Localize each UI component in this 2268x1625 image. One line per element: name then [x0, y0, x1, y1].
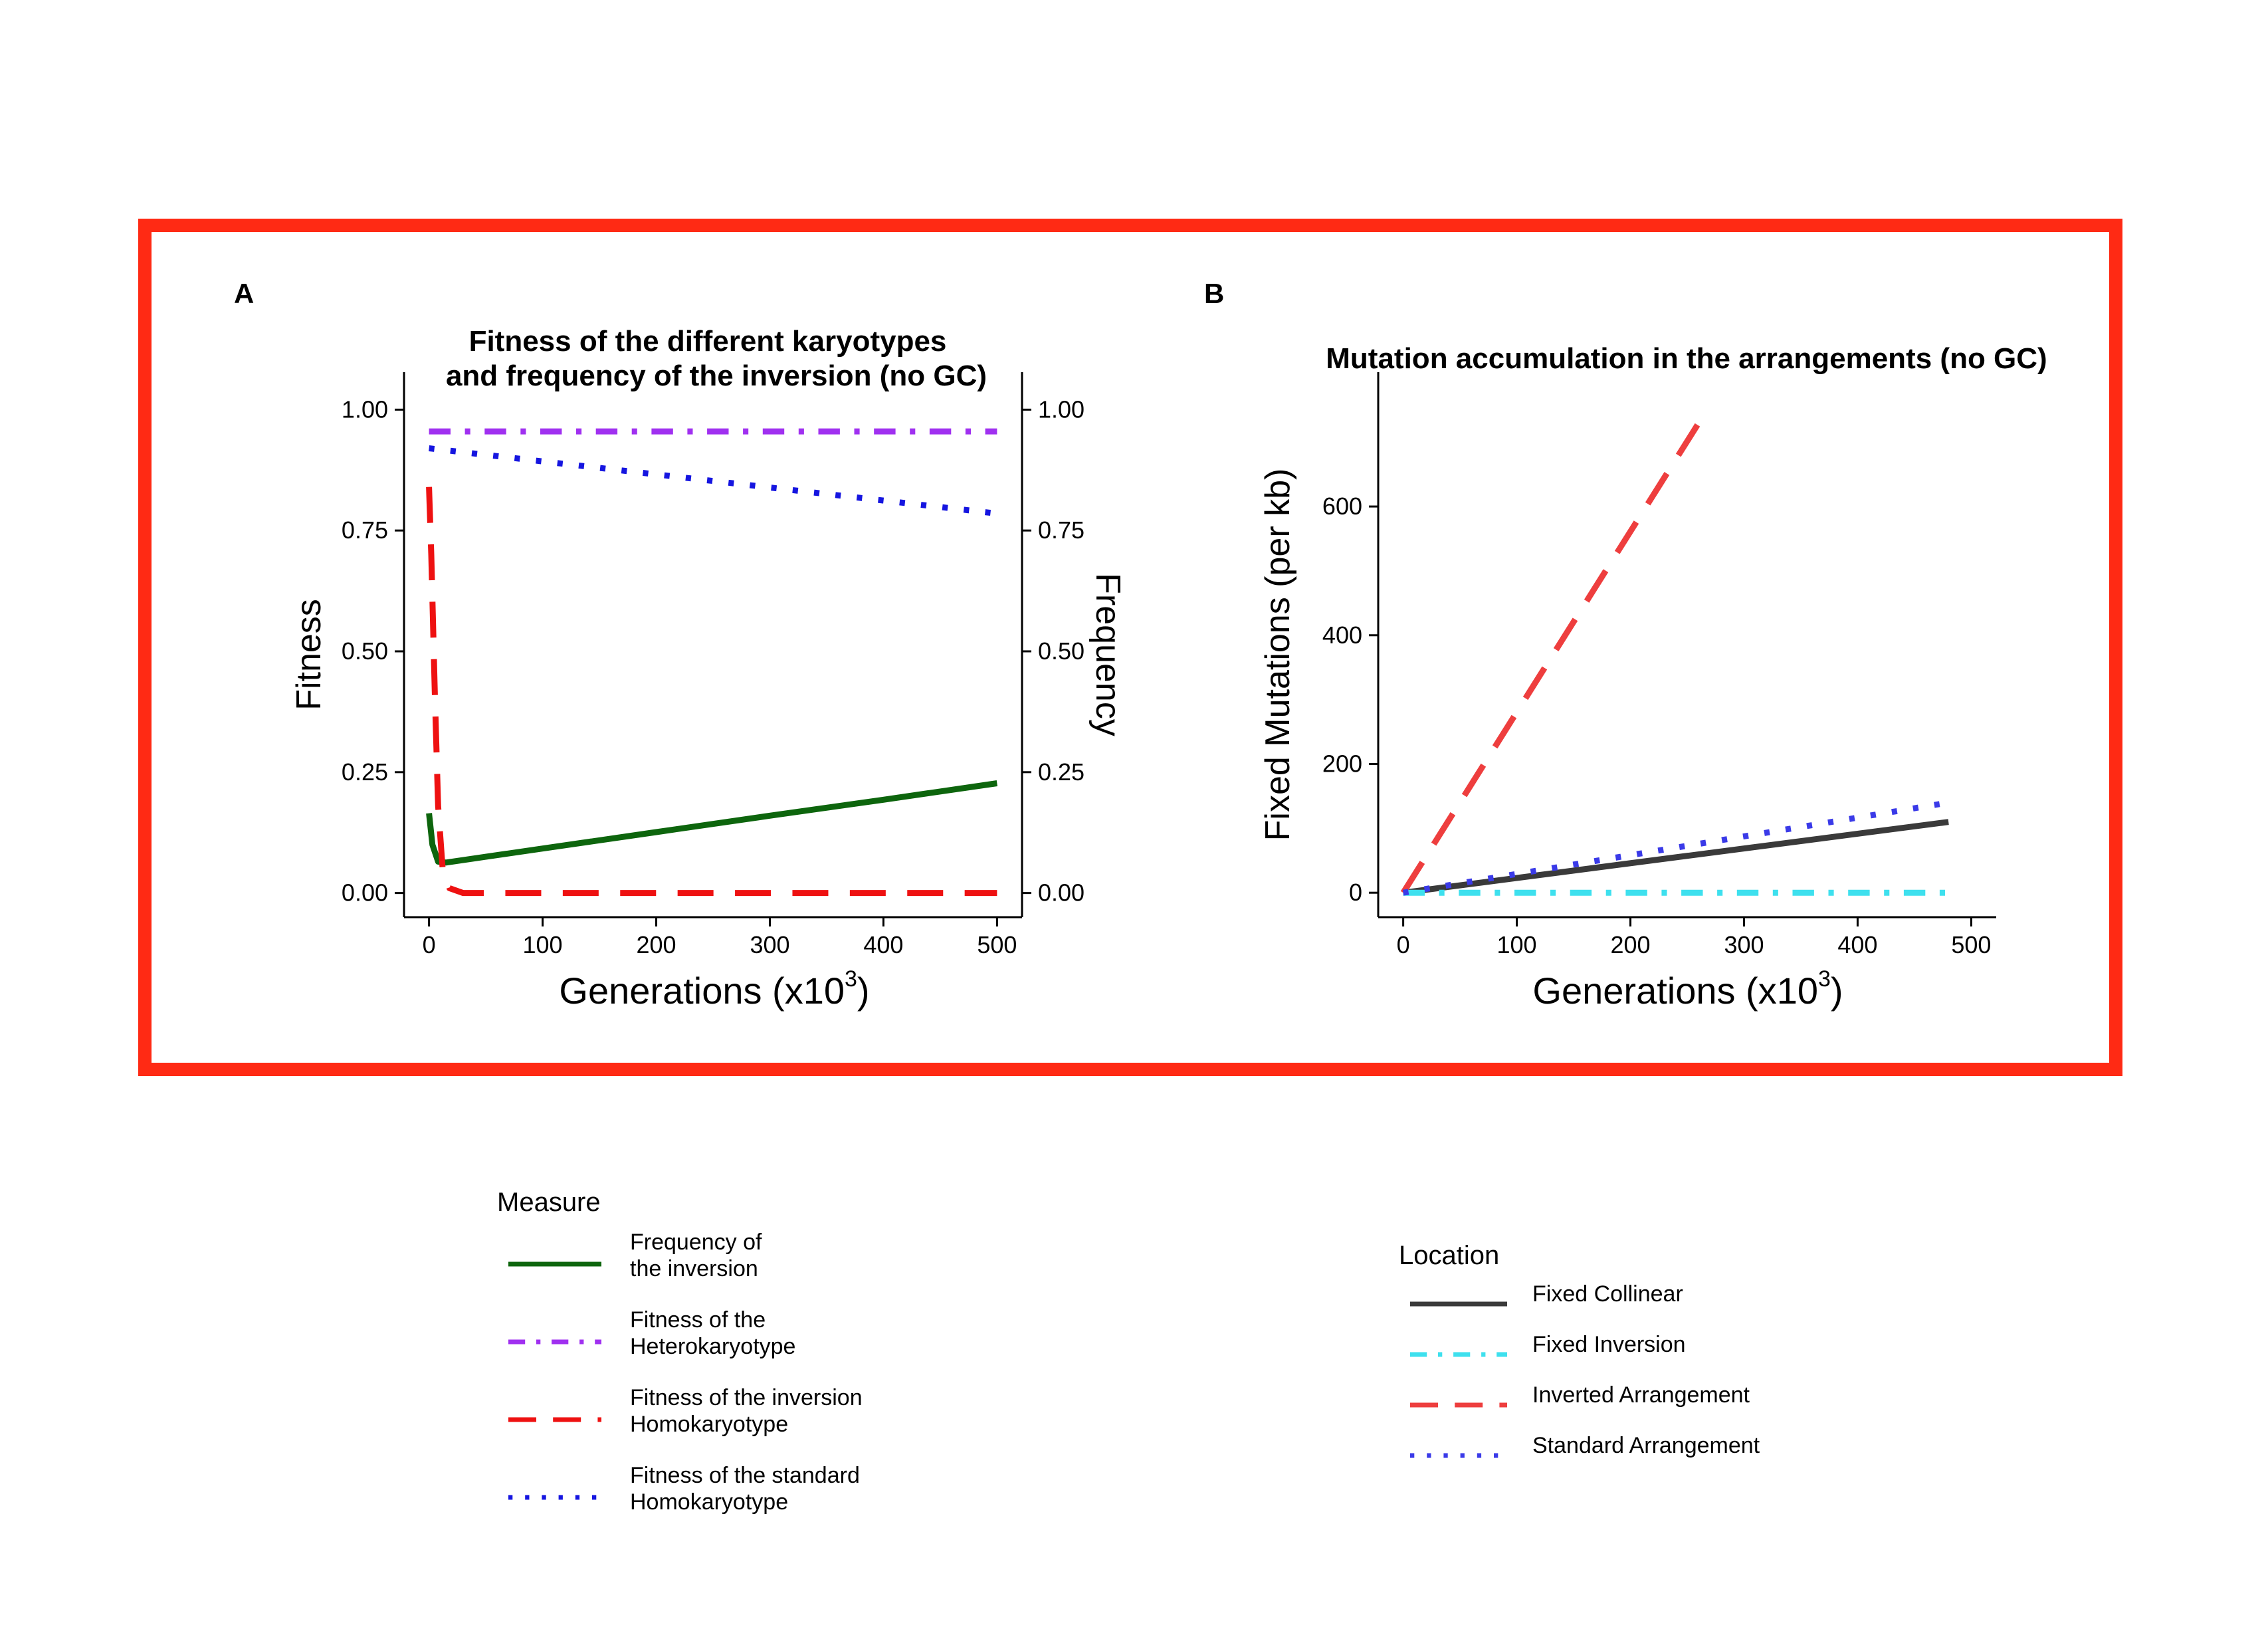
panel-b-axes: 0 100 200 300 400 500 0 200 400 600: [1322, 372, 1996, 958]
panel-a-title-line-2: and frequency of the inversion (no GC): [446, 360, 987, 392]
panel-a-series: [426, 428, 998, 897]
y-tick-label: 200: [1322, 750, 1362, 777]
legend-measure-label: Frequency of: [630, 1230, 762, 1255]
y-tick-label: 400: [1322, 621, 1362, 649]
x-tick-label: 200: [1610, 931, 1650, 958]
x-tick-label: 400: [1837, 931, 1877, 958]
panel-a-x-axis-title-exponent: 3: [845, 966, 857, 992]
y2-tick-label: 0.25: [1038, 758, 1084, 786]
x-tick-label: 500: [1951, 931, 1991, 958]
legend-measure-label: Fitness of the inversion: [630, 1385, 863, 1410]
series-line-fitness-of-the-standard-homokaryotype: [429, 445, 997, 517]
x-tick-label: 500: [977, 931, 1017, 958]
y-tick-label: 0.25: [342, 758, 388, 786]
y-tick-label: 600: [1322, 492, 1362, 520]
panel-a-letter: A: [234, 278, 254, 309]
x-tick-label: 300: [1724, 931, 1764, 958]
legend-location-label: Standard Arrangement: [1532, 1433, 1760, 1458]
legend-measure-label: Homokaryotype: [630, 1412, 788, 1437]
y-tick-label: 0.75: [342, 516, 388, 544]
legend-location-label: Fixed Inversion: [1532, 1332, 1686, 1357]
panel-b-x-axis-title: Generations (x103): [1532, 966, 1843, 1012]
panel-a: A Fitness of the different karyotypes an…: [234, 278, 1127, 1012]
panel-b-x-axis-title-main: Generations (x10: [1532, 970, 1818, 1012]
legend-measure-label: Fitness of the: [630, 1307, 766, 1333]
legend-measure-label: Fitness of the standard: [630, 1463, 860, 1488]
legend-location-label: Inverted Arrangement: [1532, 1382, 1750, 1408]
panel-a-y-axis-title: Fitness: [290, 599, 328, 710]
x-tick-label: 200: [636, 931, 676, 958]
y-tick-label: 0: [1349, 879, 1362, 906]
panel-b-x-axis-title-close: ): [1831, 970, 1843, 1012]
legend-location-title: Location: [1399, 1241, 1499, 1270]
y2-tick-label: 1.00: [1038, 395, 1084, 423]
x-tick-label: 400: [863, 931, 903, 958]
y2-tick-label: 0.50: [1038, 637, 1084, 665]
panel-a-x-axis-title: Generations (x103): [559, 966, 869, 1012]
legend-measure-title: Measure: [497, 1188, 601, 1217]
series-line-fitness-of-the-inversion-homokaryotype: [426, 487, 997, 897]
x-tick-label: 300: [750, 931, 789, 958]
y-tick-label: 1.00: [342, 395, 388, 423]
panel-a-title-line-1: Fitness of the different karyotypes: [469, 325, 947, 358]
panel-a-x-axis-title-close: ): [857, 970, 870, 1012]
series-line-frequency-of-the-inversion: [426, 780, 998, 866]
panel-b-title: Mutation accumulation in the arrangement…: [1326, 342, 2047, 375]
x-tick-label: 100: [523, 931, 563, 958]
legend-measure-label: the inversion: [630, 1256, 758, 1281]
y-tick-label: 0.50: [342, 637, 388, 665]
series-line-fixed-collinear: [1403, 819, 1949, 896]
y2-tick-label: 0.00: [1038, 879, 1084, 907]
panel-b: B Mutation accumulation in the arrangeme…: [1204, 278, 2047, 1012]
legend-measure: Measure Frequency of the inversion Fitnes…: [497, 1188, 863, 1515]
panel-b-x-axis-title-exponent: 3: [1818, 966, 1831, 992]
y-tick-label: 0.00: [342, 879, 388, 907]
y2-tick-label: 0.75: [1038, 516, 1084, 544]
legend-measure-label: Heterokaryotype: [630, 1334, 795, 1359]
x-tick-label: 0: [1397, 931, 1410, 958]
panel-a-x-axis-title-main: Generations (x10: [559, 970, 845, 1012]
highlight-frame: [138, 219, 2122, 1076]
panel-b-series: [1400, 417, 1949, 896]
panel-b-y-axis-title: Fixed Mutations (per kb): [1259, 469, 1297, 841]
series-line-inverted-arrangement: [1400, 417, 1704, 895]
legend-measure-label: Homokaryotype: [630, 1489, 788, 1515]
panel-a-axes: 0 100 200 300 400 500 0.00 0.00 0.25 0.25 0.50 0.50…: [342, 372, 1084, 958]
legend-location: Location Fixed Collinear Fixed Inversion I…: [1399, 1241, 1760, 1458]
x-tick-label: 0: [423, 931, 436, 958]
panel-b-letter: B: [1204, 278, 1224, 309]
x-tick-label: 100: [1497, 931, 1537, 958]
panel-a-y2-axis-title: Frequency: [1088, 573, 1127, 736]
legend-location-label: Fixed Collinear: [1532, 1281, 1683, 1307]
